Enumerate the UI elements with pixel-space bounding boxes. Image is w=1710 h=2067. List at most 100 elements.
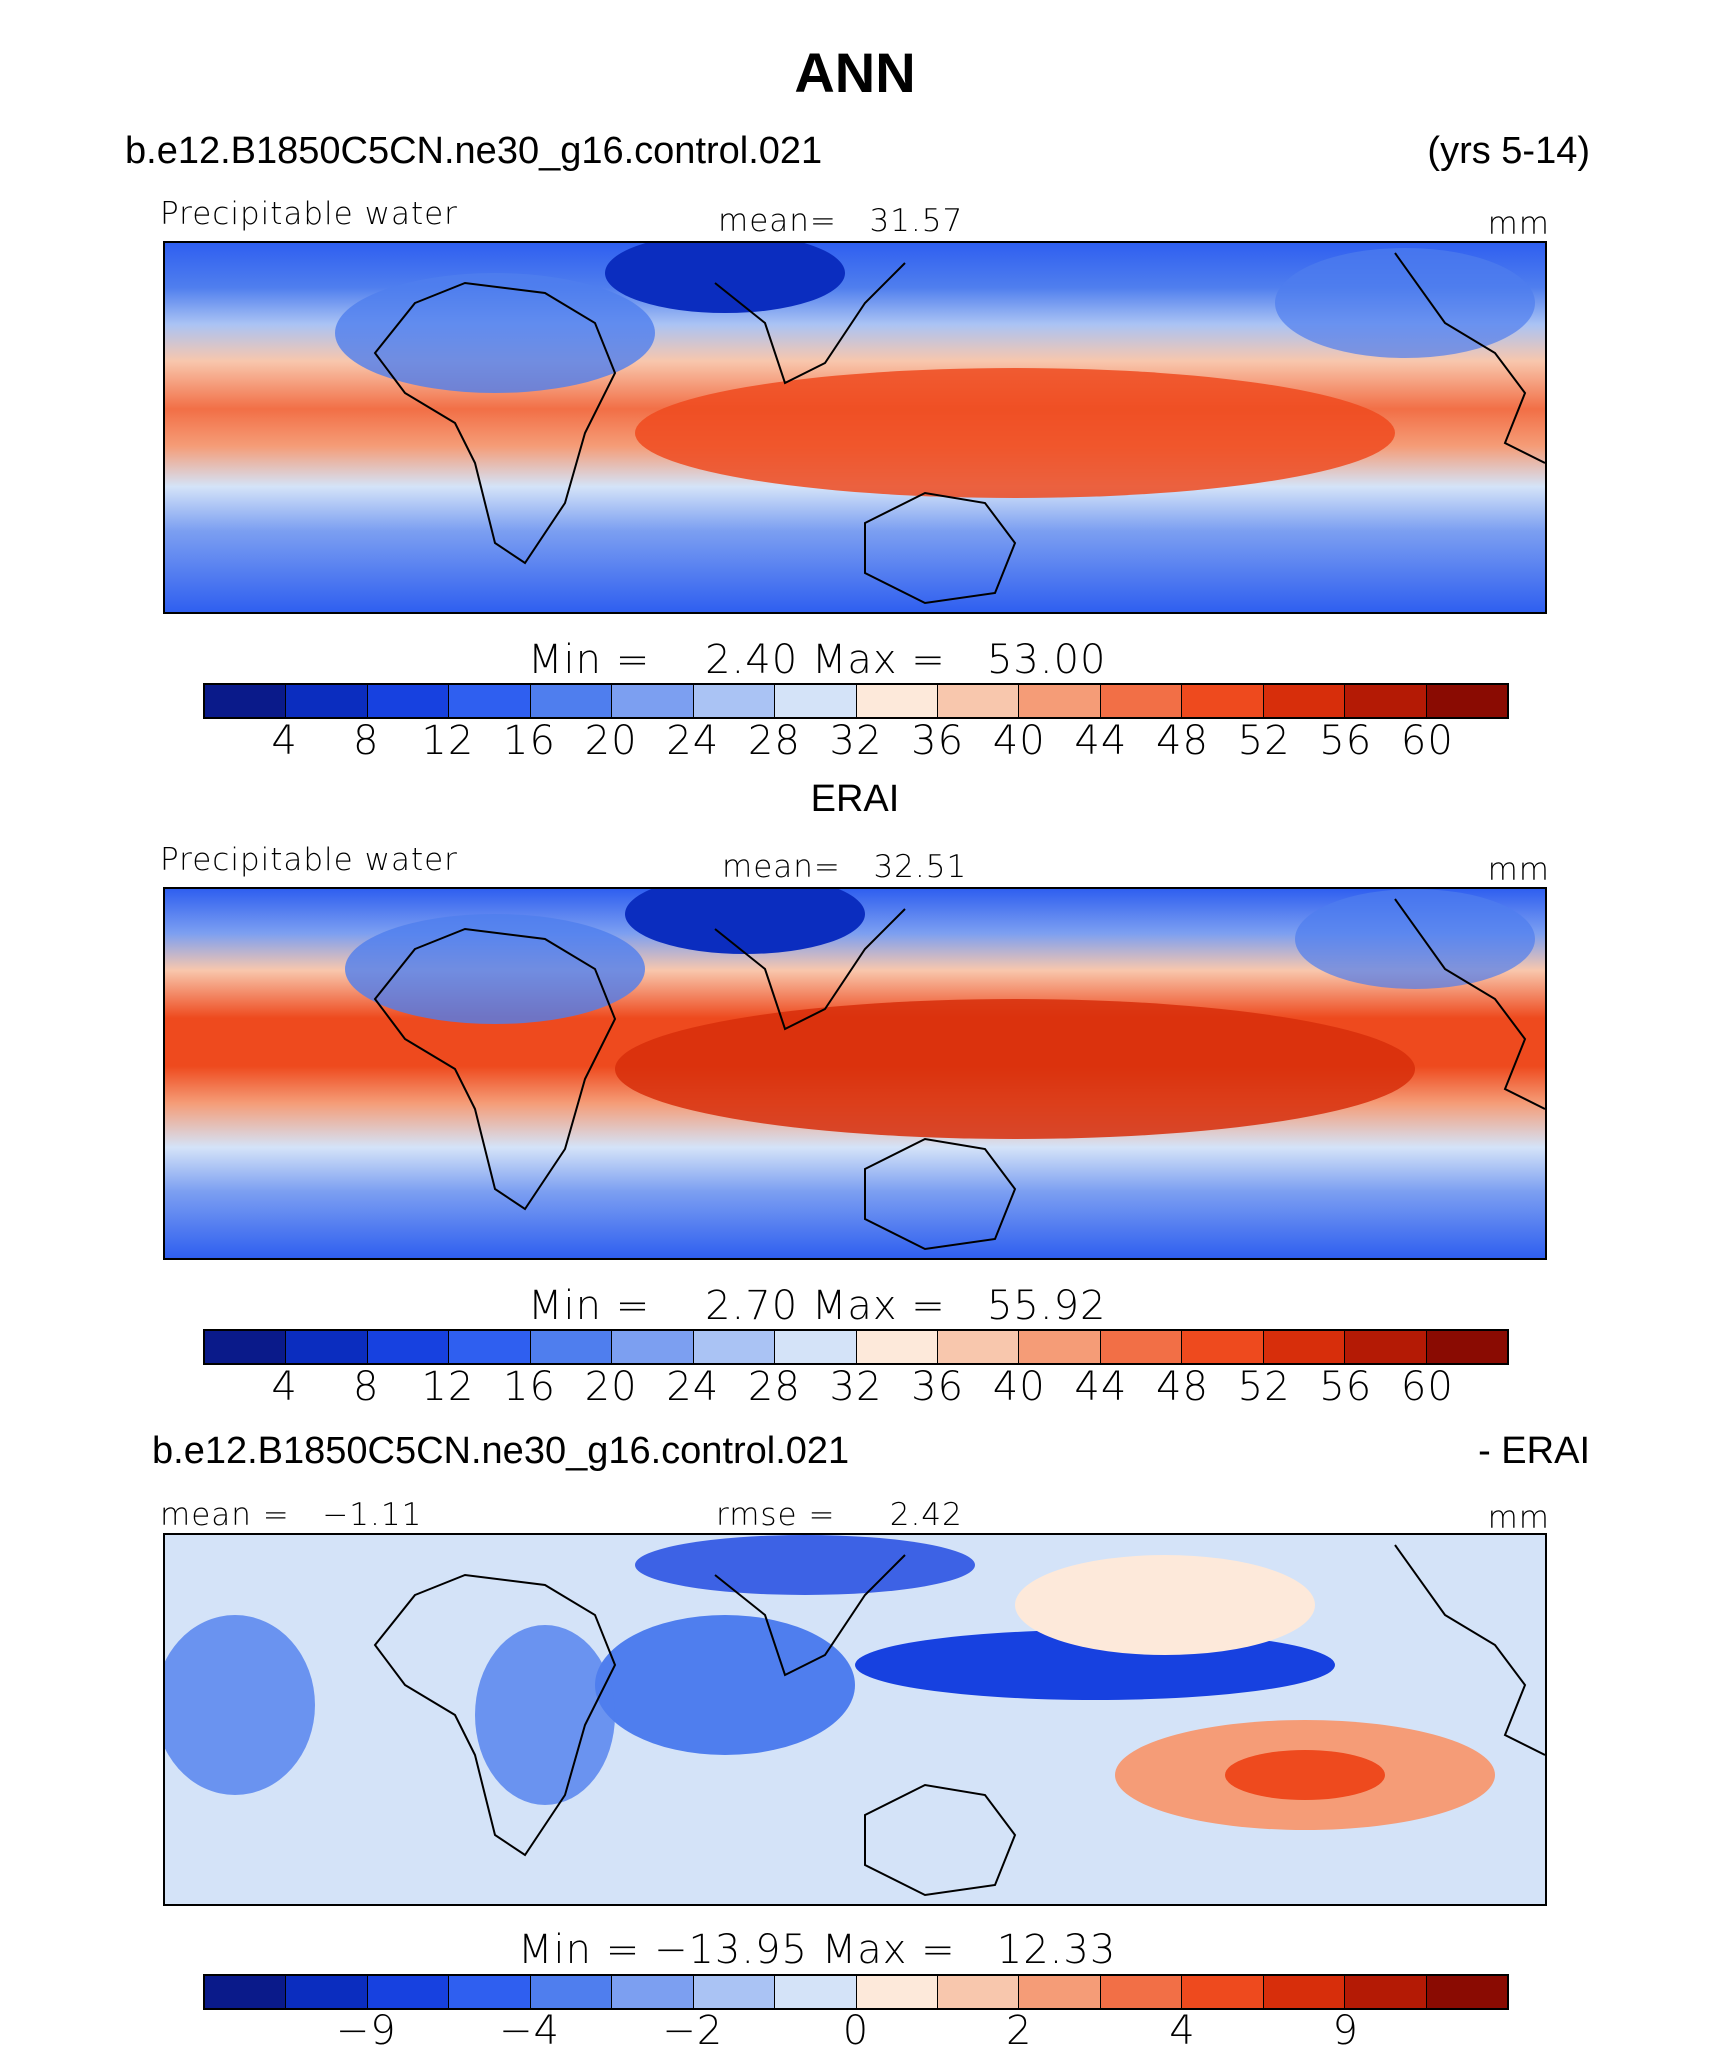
- colorbar-segment: [530, 685, 613, 717]
- colorbar-segment: [1345, 1976, 1427, 2008]
- colorbar-segment: [367, 1331, 450, 1363]
- panel2-tibet-low: [625, 889, 865, 954]
- diff-suffix: - ERAI: [1478, 1430, 1590, 1472]
- panel2-warm-pool: [615, 999, 1415, 1139]
- colorbar-segment: [693, 685, 776, 717]
- colorbar-segment: [1345, 685, 1427, 717]
- colorbar-tick-label: 40: [992, 1364, 1046, 1410]
- colorbar-tick-label: 20: [584, 1364, 638, 1410]
- panel3-coastlines: [373, 1544, 1545, 1897]
- colorbar-tick-label: 8: [353, 718, 380, 764]
- colorbar-segment: [1182, 1976, 1264, 2008]
- figure-title: ANN: [794, 41, 916, 104]
- colorbar-segment: [205, 1331, 287, 1363]
- panel1-min-value: 2.40: [705, 637, 799, 683]
- colorbar-tick-label: −2: [662, 2008, 724, 2054]
- colorbar-tick-label: 12: [421, 718, 475, 764]
- colorbar-segment: [612, 685, 694, 717]
- colorbar-segment: [1019, 1331, 1101, 1363]
- colorbar-segment: [1100, 1331, 1183, 1363]
- colorbar-segment: [1100, 1976, 1183, 2008]
- colorbar-segment: [205, 1976, 287, 2008]
- panel3-minmax: Min = −13.95 Max = 12.33: [518, 1927, 1117, 1973]
- obs-title: ERAI: [810, 778, 900, 820]
- colorbar-segment: [775, 685, 857, 717]
- diff-case-name: b.e12.B1850C5CN.ne30_g16.control.021: [152, 1430, 850, 1472]
- colorbar-tick-label: 60: [1400, 1364, 1454, 1410]
- years-label: (yrs 5-14): [1427, 130, 1590, 172]
- colorbar-segment: [449, 685, 531, 717]
- colorbar-segment: [367, 1976, 450, 2008]
- colorbar-tick-label: 52: [1237, 718, 1291, 764]
- panel2-field-label: Precipitable water: [160, 842, 458, 878]
- colorbar-segment: [937, 685, 1020, 717]
- colorbar-tick-label: 36: [911, 1364, 965, 1410]
- colorbar-tick-label: 32: [829, 718, 883, 764]
- case-name: b.e12.B1850C5CN.ne30_g16.control.021: [125, 130, 823, 172]
- panel1-colorbar: [203, 683, 1509, 719]
- panel2-max-value: 55.92: [986, 1283, 1107, 1329]
- colorbar-tick-label: 2: [1006, 2008, 1033, 2054]
- panel3-map-svg: [165, 1535, 1545, 1904]
- colorbar-tick-label: 8: [353, 1364, 380, 1410]
- colorbar-tick-label: 52: [1237, 1364, 1291, 1410]
- panel2-coastlines: [373, 898, 1545, 1251]
- panel3-map: [163, 1533, 1547, 1906]
- panel3-field: [165, 1535, 1545, 1904]
- colorbar-tick-label: 48: [1156, 1364, 1209, 1410]
- colorbar-tick-label: 4: [271, 718, 298, 764]
- panel1-mean-value: 31.57: [869, 203, 964, 239]
- colorbar-tick-label: 4: [1169, 2008, 1196, 2054]
- panel3-rmse-label: rmse = 2.42: [716, 1497, 963, 1533]
- panel3-south-america-neg: [165, 1615, 315, 1795]
- panel2-colorbar: [203, 1329, 1509, 1365]
- colorbar-tick-label: 60: [1400, 718, 1454, 764]
- colorbar-segment: [937, 1331, 1020, 1363]
- colorbar-segment: [1019, 685, 1101, 717]
- colorbar-segment: [1263, 1331, 1346, 1363]
- colorbar-segment: [530, 1331, 613, 1363]
- colorbar-tick-label: 36: [911, 718, 965, 764]
- colorbar-segment: [1426, 1976, 1507, 2008]
- panel1-map-svg: [165, 243, 1545, 612]
- colorbar-segment: [1182, 685, 1264, 717]
- colorbar-segment: [205, 685, 287, 717]
- colorbar-segment: [1345, 1331, 1427, 1363]
- panel3-mean-value: −1.11: [322, 1497, 423, 1533]
- colorbar-segment: [1182, 1331, 1264, 1363]
- colorbar-segment: [1019, 1976, 1101, 2008]
- panel3-indian-ocean-neg: [595, 1615, 855, 1755]
- colorbar-tick-label: 48: [1156, 718, 1209, 764]
- colorbar-segment: [1100, 685, 1183, 717]
- panel3-mean-label: mean = −1.11: [160, 1497, 423, 1533]
- panel1-units: mm: [1487, 206, 1550, 242]
- panel3-colorbar: [203, 1974, 1509, 2010]
- panel2-map: [163, 887, 1547, 1260]
- colorbar-tick-label: 9: [1332, 2008, 1359, 2054]
- colorbar-segment: [286, 1331, 368, 1363]
- colorbar-segment: [937, 1976, 1020, 2008]
- colorbar-tick-label: 44: [1074, 1364, 1128, 1410]
- panel2-min-value: 2.70: [705, 1283, 799, 1329]
- panel2-units: mm: [1487, 852, 1550, 888]
- colorbar-segment: [1263, 1976, 1346, 2008]
- colorbar-tick-label: 0: [842, 2008, 870, 2054]
- colorbar-tick-label: 20: [584, 718, 638, 764]
- panel1-sahara-low: [335, 273, 655, 393]
- colorbar-tick-label: −9: [335, 2008, 397, 2054]
- panel1-max-value: 53.00: [986, 637, 1107, 683]
- panel1-warm-pool: [635, 368, 1395, 498]
- colorbar-segment: [856, 1976, 938, 2008]
- panel3-rmse-value: 2.42: [889, 1497, 963, 1533]
- colorbar-tick-label: 40: [992, 718, 1046, 764]
- colorbar-segment: [1263, 685, 1346, 717]
- panel1-minmax: Min = 2.40 Max = 53.00: [528, 637, 1107, 683]
- colorbar-segment: [693, 1976, 776, 2008]
- panel2-minmax: Min = 2.70 Max = 55.92: [528, 1283, 1107, 1329]
- panel1-mean-label: mean= 31.57: [718, 203, 964, 239]
- panel3-africa-neg: [475, 1625, 615, 1805]
- colorbar-tick-label: 56: [1319, 1364, 1373, 1410]
- colorbar-tick-label: 16: [503, 1364, 556, 1410]
- colorbar-tick-label: −4: [499, 2008, 560, 2054]
- colorbar-segment: [530, 1976, 613, 2008]
